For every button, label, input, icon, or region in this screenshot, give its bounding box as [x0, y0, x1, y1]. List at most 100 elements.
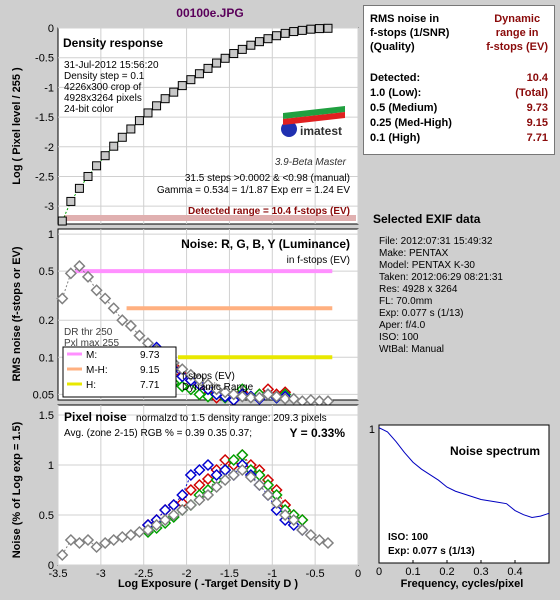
- rms-row-label: 0.25 (Med-High): [370, 117, 452, 129]
- pixel-point: [210, 480, 223, 494]
- noise-point: [227, 388, 240, 401]
- density-point: [134, 116, 144, 126]
- noise-y-tick-labels: 1 0.5 0.2 0.1 0.05: [33, 229, 54, 401]
- noise-point: [279, 392, 292, 405]
- spectrum-y-tick: 1: [369, 424, 375, 436]
- pixel-point: [321, 536, 335, 550]
- pixel-point: [176, 488, 189, 502]
- exif-line: Taken: 2012:06:29 08:21:31: [379, 272, 503, 283]
- rms-row: 0.5 (Medium) 9.73: [370, 102, 548, 116]
- rms-row: 1.0 (Low): (Total): [370, 87, 548, 101]
- pixel-x-tick: -2: [182, 568, 192, 580]
- noise-plot-title: Noise: R, G, B, Y (Luminance): [181, 237, 350, 251]
- density-plot-title: Density response: [63, 36, 163, 50]
- pixel-noise-series: [56, 448, 335, 562]
- pixel-point: [124, 528, 137, 542]
- pixel-x-tick: -1.5: [220, 568, 239, 580]
- legend-value: 7.71: [140, 380, 160, 391]
- pixel-point: [253, 478, 266, 492]
- pixel-point: [81, 533, 95, 547]
- density-point: [203, 63, 213, 73]
- noise-fstops-plot: 1 0.5 0.2 0.1 0.05 Noise: R, G, B, Y (Lumina…: [11, 228, 359, 408]
- density-info-line: 4928x3264 pixels: [64, 93, 142, 104]
- exif-line: Res: 4928 x 3264: [379, 284, 458, 295]
- pixel-point: [210, 468, 223, 482]
- rms-row-label: 0.5 (Medium): [370, 102, 438, 114]
- exif-line: Exp: 0.077 s (1/13): [379, 308, 464, 319]
- noise-point: [133, 329, 146, 342]
- pixel-plot-title: Pixel noise: [64, 410, 127, 424]
- logo-text: imatest: [300, 124, 342, 138]
- dynamic-range-note-line: f-stops (EV): [182, 371, 235, 382]
- pixel-point: [296, 523, 309, 537]
- noise-point: [116, 314, 129, 327]
- density-y-tick: -2.5: [35, 171, 54, 183]
- rms-row: 0.25 (Med-High) 9.15: [370, 117, 548, 131]
- noise-point: [107, 302, 120, 315]
- pixel-point: [227, 468, 240, 482]
- pixel-point: [279, 508, 292, 522]
- pixel-point: [176, 503, 189, 517]
- density-point: [297, 25, 307, 35]
- density-point: [152, 101, 162, 111]
- rms-noise-summary-panel: RMS noise in f-stops (1/SNR) (Quality) Dyn…: [363, 5, 555, 155]
- pixel-x-axis-label: Log Exposure ( -Target Density D ): [118, 578, 298, 590]
- pixel-x-tick: -1: [267, 568, 277, 580]
- density-point: [177, 81, 187, 91]
- pixel-point: [159, 513, 172, 527]
- noise-point: [184, 368, 197, 381]
- density-point: [289, 27, 299, 37]
- legend-value: 9.73: [140, 350, 160, 361]
- density-point: [57, 216, 67, 226]
- spectrum-exp-text: Exp: 0.077 s (1/13): [388, 546, 475, 557]
- pixel-y-tick: 1.5: [39, 410, 54, 422]
- noise-point: [73, 260, 86, 273]
- rms-header-left: RMS noise in f-stops (1/SNR) (Quality): [370, 12, 449, 54]
- logo-stripes-icon: [283, 106, 345, 119]
- noise-y-tick: 0.05: [33, 389, 54, 401]
- density-point: [160, 94, 170, 104]
- density-y-tick: -1: [44, 82, 54, 94]
- noise-point: [287, 392, 300, 405]
- rms-row: Detected: 10.4: [370, 72, 548, 86]
- pixel-y-tick: 0: [48, 560, 54, 572]
- density-point: [194, 69, 204, 79]
- density-y-tick: -2: [44, 142, 54, 154]
- noise-point: [99, 292, 112, 305]
- pixel-point: [270, 503, 283, 517]
- exif-line: Make: PENTAX: [379, 248, 449, 259]
- exif-title: Selected EXIF data: [373, 212, 481, 226]
- noise-point: [176, 380, 189, 393]
- pixel-gridlines: [57, 405, 359, 566]
- density-info-line: 31-Jul-2012 15:56:20: [64, 60, 159, 71]
- noise-point: [176, 363, 189, 376]
- noise-point: [270, 390, 283, 403]
- density-info-line: Density step = 0.1: [64, 71, 145, 82]
- density-point: [186, 75, 196, 85]
- rms-header-right-line: Dynamic: [494, 13, 541, 25]
- density-point: [126, 124, 136, 134]
- legend-label: M-H:: [86, 365, 108, 376]
- version-text: 3.9-Beta Master: [275, 157, 347, 168]
- noise-point: [124, 319, 137, 332]
- rms-row-label: 0.1 (High): [370, 132, 421, 144]
- rms-row-value: 10.4: [526, 72, 548, 84]
- noise-point: [261, 388, 275, 401]
- density-point: [280, 28, 290, 38]
- pixel-noise-plot: 0 0.5 1 1.5 -3.5 -3 -2.5 -2 -1.5 -1 -0.5 0 Pixel n…: [11, 404, 361, 590]
- spectrum-x-tick: 0.3: [473, 566, 488, 578]
- pixel-y-value: Y = 0.33%: [290, 426, 346, 440]
- density-point: [109, 141, 119, 151]
- dr-line: Pxl max 255: [64, 338, 119, 349]
- rms-row-value: 9.73: [526, 102, 548, 114]
- noise-point: [244, 391, 257, 404]
- pixel-point: [236, 463, 249, 477]
- noise-point: [236, 390, 249, 403]
- exif-panel: Selected EXIF data File: 2012:07:31 15:4…: [373, 212, 553, 362]
- pixel-point: [184, 483, 197, 497]
- exif-line: WtBal: Manual: [379, 344, 445, 355]
- density-stats-text: 31.5 steps >0.0002 & <0.98 (manual)Gamma…: [157, 173, 350, 196]
- rms-header-left-line: f-stops (1/SNR): [370, 27, 450, 39]
